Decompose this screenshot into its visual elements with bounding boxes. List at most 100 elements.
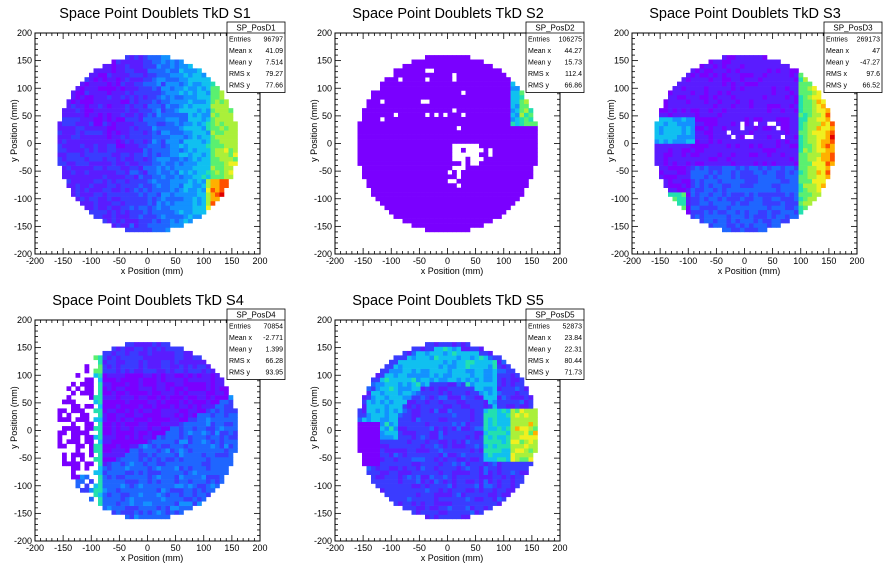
histogram-panel-4: -200 -150 -100 -50 0 50 100 150 200-200-150-100-… <box>9 293 286 563</box>
heatmap-cell <box>147 103 153 109</box>
heatmap-cell <box>138 505 144 511</box>
heatmap-cell <box>107 209 112 215</box>
heatmap-cell <box>398 196 403 202</box>
heatmap-cell <box>780 152 786 158</box>
heatmap-cell <box>357 147 363 153</box>
heatmap-cell <box>501 178 507 184</box>
heatmap-cell <box>708 196 714 202</box>
stats-value: 112.4 <box>565 71 582 78</box>
heatmap-cell <box>429 121 435 127</box>
heatmap-cell <box>188 81 193 87</box>
heatmap-cell <box>125 412 130 418</box>
heatmap-cell <box>785 174 790 180</box>
heatmap-cell <box>107 86 112 91</box>
heatmap-cell <box>102 218 108 224</box>
heatmap-cell <box>708 72 714 78</box>
y-tick-label: -200 <box>611 249 629 259</box>
heatmap-cell <box>125 68 130 74</box>
heatmap-cell <box>134 412 139 418</box>
heatmap-cell <box>152 187 157 193</box>
heatmap-cell <box>726 183 732 188</box>
heatmap-cell <box>501 196 507 202</box>
heatmap-cell <box>708 183 714 188</box>
heatmap-cell <box>170 134 175 140</box>
heatmap-cell <box>201 116 207 122</box>
heatmap-cell <box>776 108 781 113</box>
heatmap-cell <box>93 165 99 171</box>
y-tick-label: 150 <box>614 56 629 66</box>
heatmap-cell <box>713 196 718 202</box>
heatmap-cell <box>762 209 768 215</box>
heatmap-cell <box>749 183 754 188</box>
heatmap-cell <box>102 483 108 489</box>
heatmap-cell <box>483 90 489 96</box>
heatmap-cell <box>807 134 813 140</box>
heatmap-cell <box>134 483 139 489</box>
heatmap-cell <box>116 395 121 400</box>
heatmap-cell <box>713 223 718 228</box>
heatmap-cell <box>215 121 220 127</box>
heatmap-cell <box>425 108 430 113</box>
heatmap-cell <box>165 227 171 233</box>
heatmap-cell <box>375 174 381 180</box>
heatmap-cell <box>690 125 696 131</box>
heatmap-cell <box>425 90 430 96</box>
heatmap-cell <box>89 187 94 193</box>
heatmap-cell <box>492 161 498 166</box>
heatmap-cell <box>771 112 777 118</box>
heatmap-cell <box>84 368 90 374</box>
heatmap-cell <box>129 134 135 140</box>
heatmap-cell <box>753 103 759 109</box>
heatmap-cell <box>690 174 696 180</box>
heatmap-cell <box>659 130 664 135</box>
heatmap-cell <box>210 90 216 96</box>
heatmap-cell <box>497 200 502 206</box>
heatmap-cell <box>803 121 808 127</box>
heatmap-cell <box>80 130 85 135</box>
heatmap-cell <box>134 390 139 396</box>
heatmap-cell <box>107 474 112 480</box>
heatmap-cell <box>474 86 480 91</box>
heatmap-cell <box>366 147 372 153</box>
heatmap-cell <box>143 227 148 233</box>
heatmap-cell <box>201 178 207 184</box>
heatmap-cell <box>362 108 367 113</box>
heatmap-cell <box>84 139 90 144</box>
heatmap-cell <box>129 161 135 166</box>
heatmap-cell <box>789 170 795 175</box>
heatmap-cell <box>156 86 162 91</box>
heatmap-cell <box>161 103 166 109</box>
heatmap-cell <box>125 439 130 445</box>
heatmap-cell <box>659 156 664 162</box>
heatmap-cell <box>129 218 135 224</box>
heatmap-cell <box>506 121 511 127</box>
heatmap-cell <box>93 483 99 489</box>
heatmap-cell <box>713 63 718 69</box>
heatmap-cell <box>758 103 763 109</box>
heatmap-cell <box>672 143 678 149</box>
heatmap-cell <box>183 200 189 206</box>
heatmap-cell <box>161 81 166 87</box>
heatmap-cell <box>102 457 108 462</box>
heatmap-cell <box>156 183 162 188</box>
heatmap-cell <box>699 156 705 162</box>
heatmap-cell <box>152 174 157 180</box>
y-tick-label: 200 <box>317 28 332 38</box>
heatmap-cell <box>443 121 448 127</box>
heatmap-cell <box>528 161 534 166</box>
heatmap-cell <box>384 81 390 87</box>
heatmap-cell <box>66 426 72 431</box>
heatmap-cell <box>762 143 768 149</box>
heatmap-cell <box>794 112 799 118</box>
heatmap-cell <box>210 161 216 166</box>
heatmap-cell <box>438 86 444 91</box>
heatmap-cell <box>120 399 126 405</box>
heatmap-cell <box>93 147 99 153</box>
heatmap-cell <box>98 178 103 184</box>
heatmap-cell <box>111 196 117 202</box>
heatmap-cell <box>206 147 211 153</box>
heatmap-cell <box>704 214 709 219</box>
heatmap-cell <box>825 147 831 153</box>
heatmap-cell <box>125 218 130 224</box>
heatmap-cell <box>183 72 189 78</box>
